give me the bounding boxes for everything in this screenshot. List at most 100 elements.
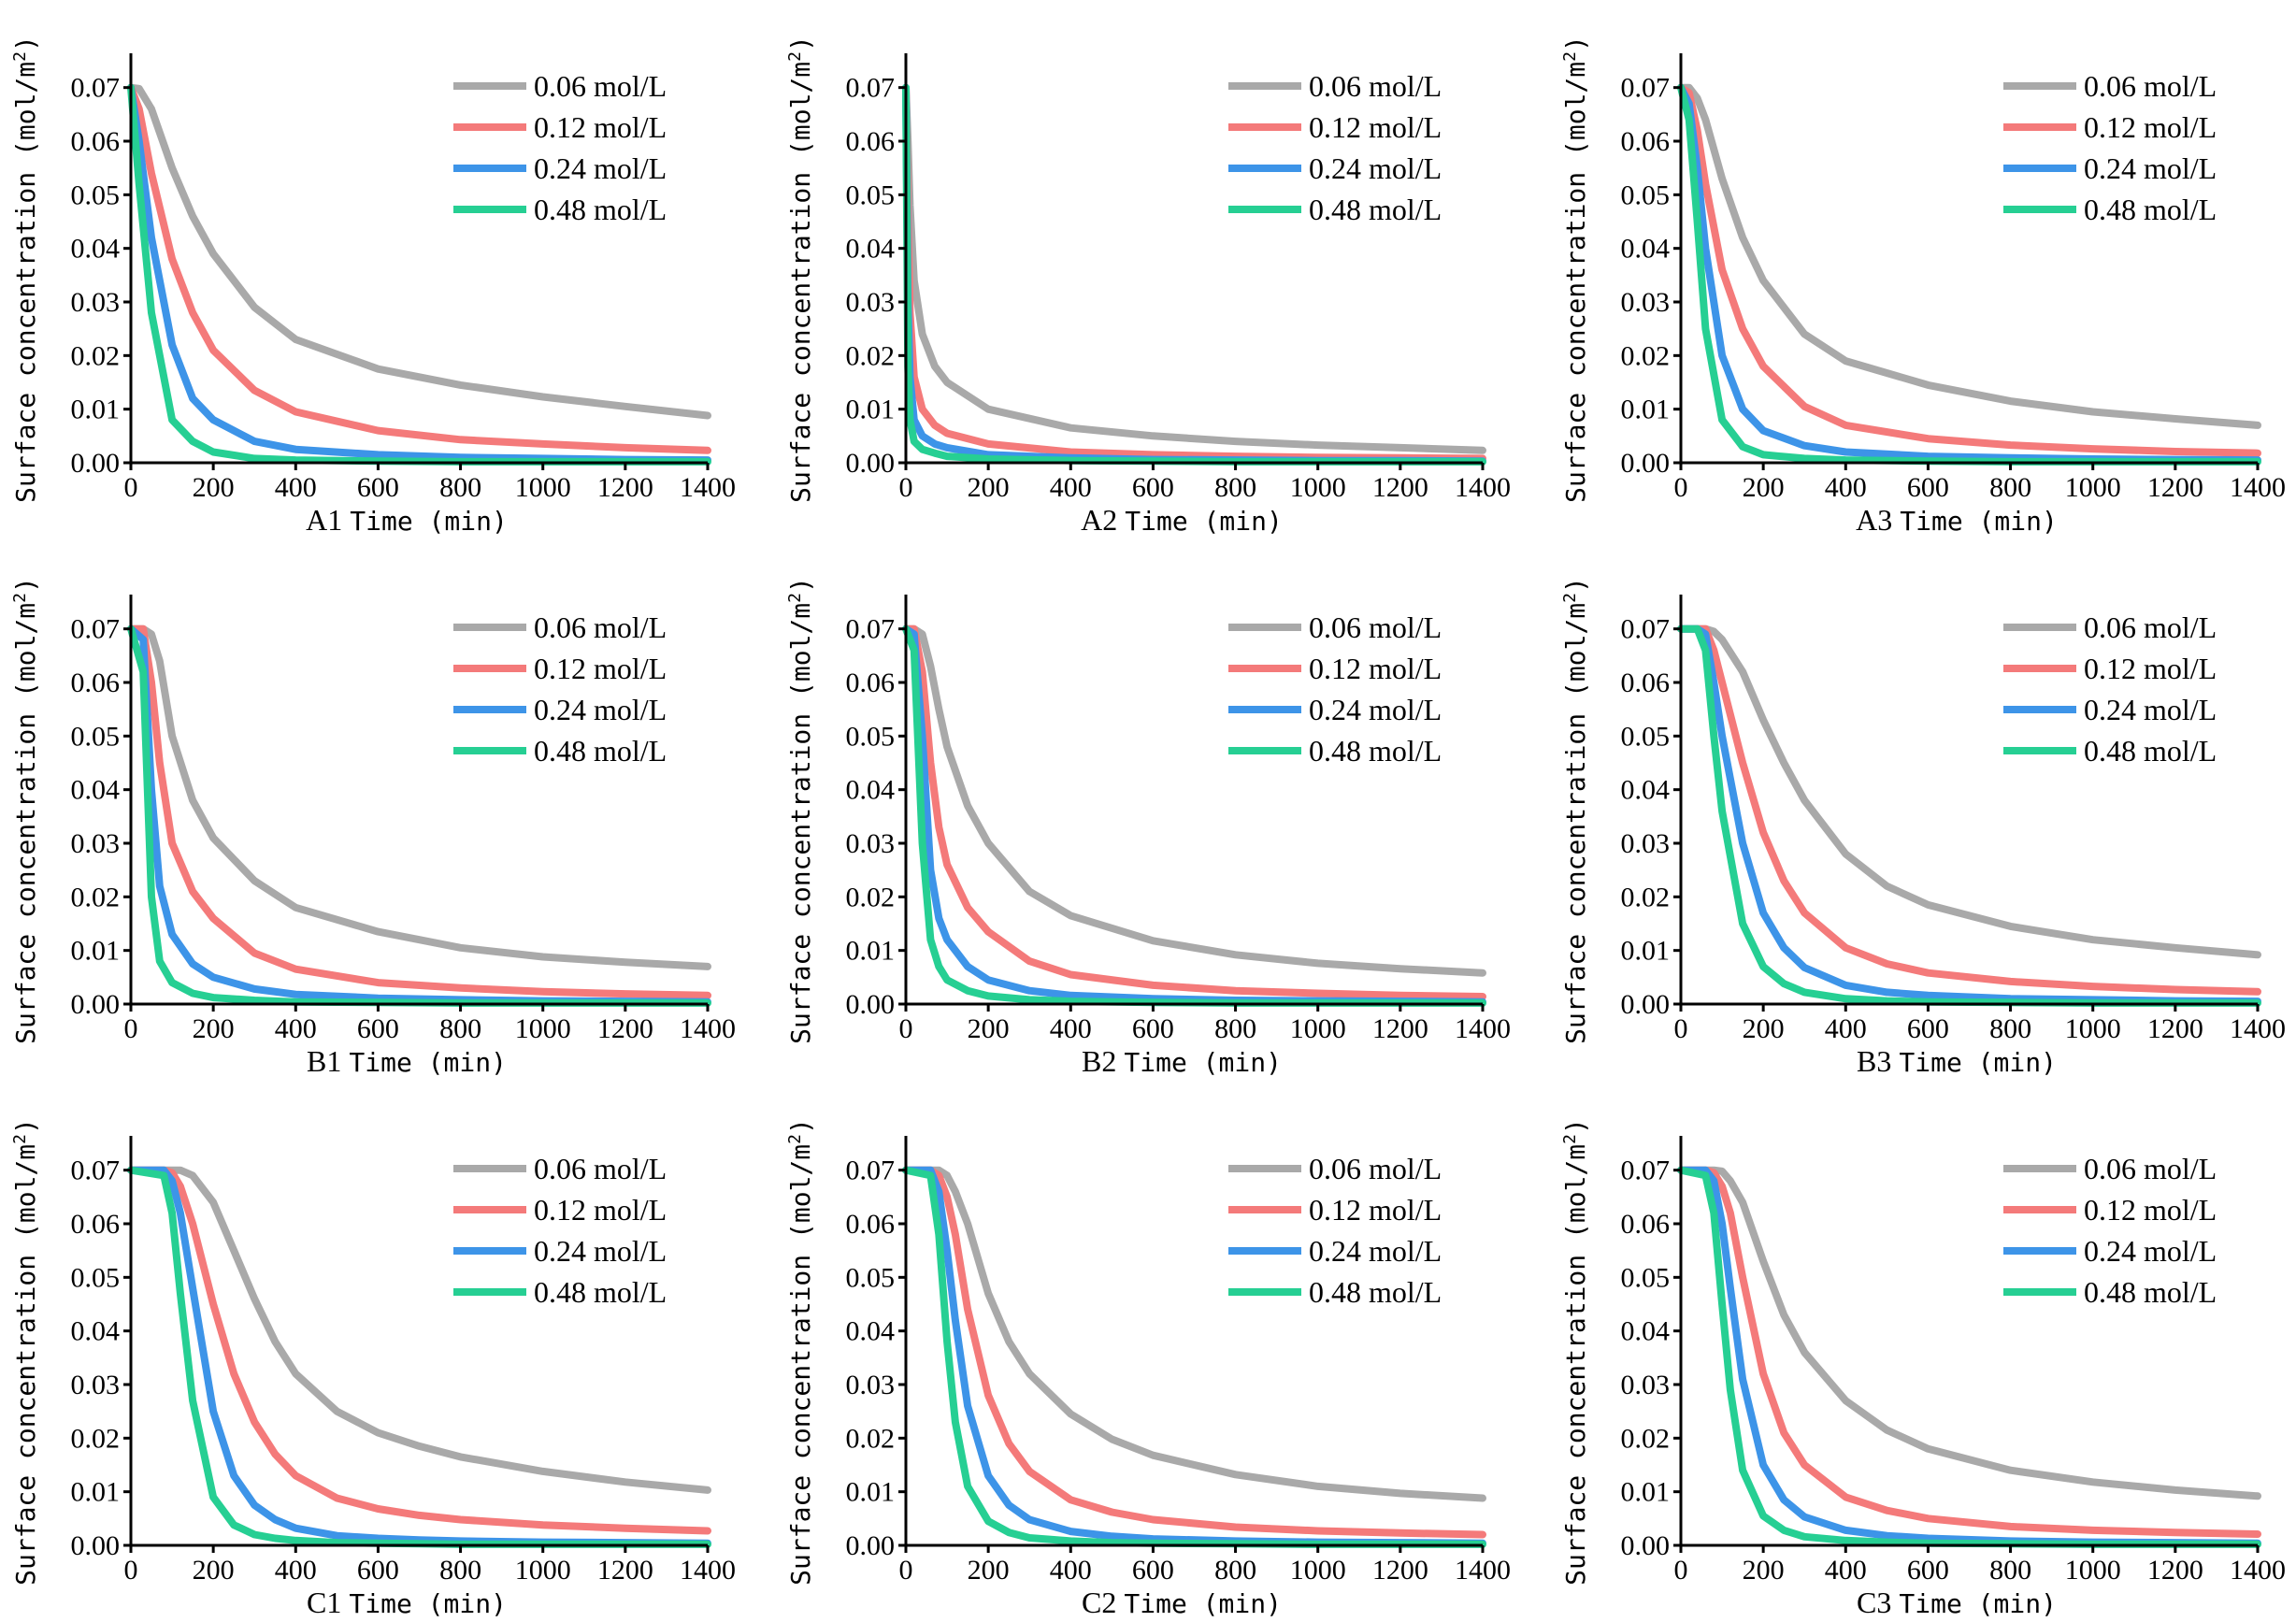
legend-label: 0.48 mol/L — [1309, 1275, 1442, 1309]
y-axis-title: Surface concentration (mol/m2) — [1560, 1118, 1592, 1586]
x-tick-label: 0 — [124, 472, 138, 503]
panel-label: C1 — [307, 1586, 349, 1619]
x-tick-label: 400 — [1050, 472, 1092, 503]
legend-label: 0.48 mol/L — [2084, 193, 2217, 226]
y-tick-label: 0.00 — [846, 448, 896, 479]
x-tick-label: 600 — [1907, 1555, 1949, 1586]
series-line-c3-0 — [1677, 1166, 2261, 1500]
legend-label: 0.48 mol/L — [534, 1275, 667, 1309]
x-axis-title-text: Time (min) — [1124, 1047, 1282, 1078]
x-tick-label: 200 — [968, 1555, 1010, 1586]
legend-label: 0.06 mol/L — [2084, 69, 2217, 103]
x-tick-label: 400 — [1825, 1013, 1867, 1044]
x-axis-title: C2 Time (min) — [1082, 1586, 1282, 1619]
x-tick-label: 0 — [899, 1555, 913, 1586]
y-tick-label: 0.00 — [71, 1530, 121, 1561]
y-tick-label: 0.06 — [71, 1209, 121, 1240]
x-tick-label: 200 — [968, 472, 1010, 503]
x-tick-label: 800 — [1214, 1555, 1256, 1586]
y-tick-label: 0.00 — [71, 989, 121, 1020]
x-axis-title: B2 Time (min) — [1082, 1044, 1282, 1078]
x-tick-label: 0 — [899, 472, 913, 503]
y-axis-title-close: ) — [785, 1118, 816, 1134]
y-tick-label: 0.05 — [1621, 1262, 1671, 1293]
legend-label: 0.06 mol/L — [534, 610, 667, 644]
chart-panel-c1: 0 200 400 600 800 1000 1200 1400 0.00 0.01 0.02 0.0… — [10, 1118, 737, 1619]
x-tick-label: 600 — [1907, 472, 1949, 503]
x-axis-title-text: Time (min) — [349, 1047, 507, 1078]
x-tick-label: 200 — [1743, 1555, 1785, 1586]
x-tick-label: 800 — [1989, 1013, 2031, 1044]
chart-panel-a3: 0 200 400 600 800 1000 1200 1400 0.00 0.01 0.02 0.0… — [1560, 36, 2287, 537]
y-axis-title-text: Surface concentration (mol/m — [10, 62, 41, 503]
x-axis-title: A1 Time (min) — [306, 503, 508, 537]
series-line-c2-1 — [902, 1166, 1486, 1539]
y-tick-label: 0.02 — [71, 882, 121, 912]
y-tick-label: 0.07 — [71, 73, 121, 104]
y-tick-label: 0.07 — [846, 1155, 896, 1186]
series-line-c2-0 — [902, 1166, 1486, 1502]
x-axis-title-text: Time (min) — [350, 506, 508, 537]
y-tick-label: 0.06 — [71, 667, 121, 698]
y-tick-label: 0.06 — [846, 1209, 896, 1240]
x-axis-title: A2 Time (min) — [1081, 503, 1283, 537]
chart-panel-b1: 0 200 400 600 800 1000 1200 1400 0.00 0.01 0.02 0.0… — [10, 577, 737, 1078]
y-axis-title-superscript: 2 — [785, 593, 805, 603]
y-tick-label: 0.04 — [1621, 1316, 1671, 1347]
x-tick-label: 400 — [275, 472, 317, 503]
series-line-a3-1 — [1677, 83, 2261, 457]
x-axis-title-text: Time (min) — [1899, 1047, 2057, 1078]
y-tick-label: 0.03 — [846, 1370, 896, 1400]
legend-label: 0.24 mol/L — [2084, 151, 2217, 185]
y-axis-title-text: Surface concentration (mol/m — [785, 62, 816, 503]
y-tick-label: 0.02 — [846, 340, 896, 371]
chart-panel-c3: 0 200 400 600 800 1000 1200 1400 0.00 0.01 0.02 0.0… — [1560, 1118, 2287, 1619]
x-tick-label: 600 — [1132, 472, 1174, 503]
y-tick-label: 0.07 — [846, 614, 896, 645]
y-tick-label: 0.07 — [846, 73, 896, 104]
x-tick-label: 1400 — [1455, 472, 1511, 503]
y-axis-title-superscript: 2 — [10, 51, 30, 62]
legend-label: 0.12 mol/L — [534, 1193, 667, 1227]
y-tick-label: 0.07 — [71, 614, 121, 645]
legend-label: 0.48 mol/L — [534, 193, 667, 226]
y-axis-title-text: Surface concentration (mol/m — [1560, 62, 1591, 503]
x-tick-label: 800 — [1989, 472, 2031, 503]
legend-label: 0.24 mol/L — [534, 693, 667, 726]
chart-panel-a1: 0 200 400 600 800 1000 1200 1400 0.00 0.01 0.02 0.0… — [10, 36, 737, 537]
y-tick-label: 0.04 — [71, 1316, 121, 1347]
x-tick-label: 400 — [1825, 1555, 1867, 1586]
x-axis-title-text: Time (min) — [1125, 506, 1283, 537]
y-tick-label: 0.00 — [846, 1530, 896, 1561]
x-tick-label: 1000 — [2065, 472, 2121, 503]
x-tick-label: 200 — [193, 1013, 235, 1044]
x-axis-title: B1 Time (min) — [307, 1044, 507, 1078]
x-axis-title-text: Time (min) — [1900, 506, 2058, 537]
legend-label: 0.24 mol/L — [534, 151, 667, 185]
legend-label: 0.06 mol/L — [1309, 610, 1442, 644]
panel-label: A2 — [1081, 503, 1125, 537]
series-line-a1-1 — [127, 83, 711, 454]
y-axis-title: Surface concentration (mol/m2) — [785, 1118, 817, 1586]
x-axis-title: C3 Time (min) — [1857, 1586, 2057, 1619]
y-tick-label: 0.04 — [846, 234, 896, 265]
x-tick-label: 600 — [357, 1555, 399, 1586]
y-tick-label: 0.06 — [1621, 1209, 1671, 1240]
panel-label: B2 — [1082, 1044, 1124, 1078]
y-tick-label: 0.01 — [1621, 1477, 1671, 1508]
x-tick-label: 1200 — [597, 1013, 653, 1044]
y-tick-label: 0.04 — [1621, 234, 1671, 265]
y-tick-label: 0.05 — [846, 179, 896, 210]
y-tick-label: 0.01 — [71, 1477, 121, 1508]
legend-label: 0.06 mol/L — [534, 69, 667, 103]
y-tick-label: 0.06 — [1621, 667, 1671, 698]
chart-panel-b2: 0 200 400 600 800 1000 1200 1400 0.00 0.01 0.02 0.0… — [785, 577, 1512, 1078]
panel-label: C3 — [1857, 1586, 1899, 1619]
legend-label: 0.12 mol/L — [1309, 110, 1442, 144]
x-tick-label: 1200 — [597, 472, 653, 503]
y-tick-label: 0.00 — [71, 448, 121, 479]
y-axis-title-text: Surface concentration (mol/m — [10, 1144, 41, 1586]
y-tick-label: 0.03 — [1621, 1370, 1671, 1400]
x-tick-label: 400 — [1825, 472, 1867, 503]
legend-label: 0.12 mol/L — [2084, 110, 2217, 144]
